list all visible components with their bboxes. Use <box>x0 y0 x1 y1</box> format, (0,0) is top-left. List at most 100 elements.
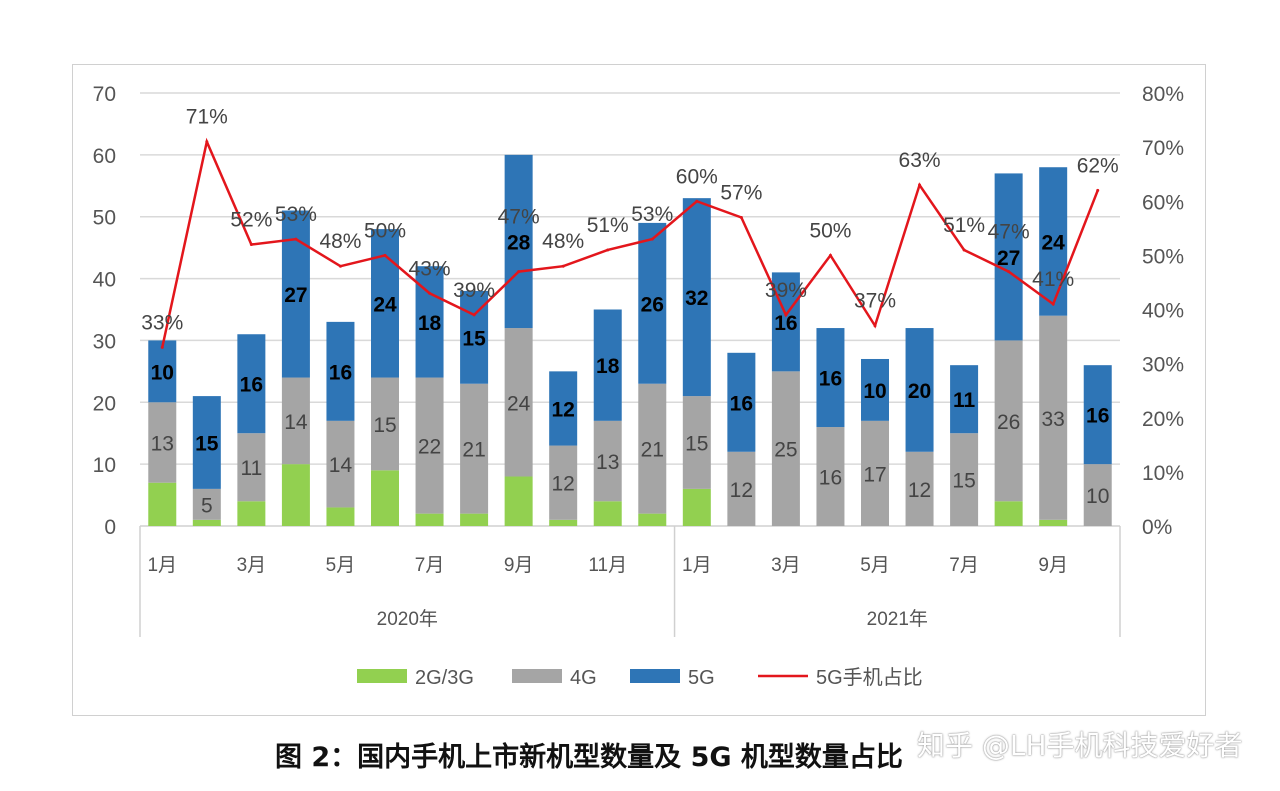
bar-2g3g <box>237 501 266 526</box>
bar-5g <box>950 365 979 434</box>
bar-4g <box>281 377 310 465</box>
bar-4g <box>148 402 177 483</box>
data-label-5g: 24 <box>373 293 397 316</box>
x-tick-label: 7月 <box>415 555 445 576</box>
data-label-share: 39% <box>453 279 495 302</box>
line-point <box>918 183 922 187</box>
data-label-5g: 27 <box>997 247 1020 270</box>
bar-4g <box>549 445 578 520</box>
x-tick-label: 7月 <box>949 555 979 576</box>
data-label-5g: 16 <box>819 368 842 391</box>
bar-2g3g <box>371 470 399 526</box>
data-label-4g: 26 <box>997 411 1020 434</box>
line-point <box>205 140 209 144</box>
y-tick-label: 70 <box>93 83 116 106</box>
data-label-share: 62% <box>1077 154 1119 177</box>
legend-label: 5G手机占比 <box>816 666 923 689</box>
bar-4g <box>326 420 355 508</box>
bar-5g <box>371 229 399 378</box>
line-point <box>606 248 610 252</box>
data-label-share: 39% <box>765 279 807 302</box>
legend-label: 4G <box>570 667 597 689</box>
data-label-share: 51% <box>587 214 629 237</box>
bar-2g3g <box>1039 519 1068 526</box>
data-label-share: 47% <box>988 221 1030 244</box>
x-tick-label: 5月 <box>860 555 890 576</box>
data-label-4g: 33 <box>1042 408 1065 431</box>
bar-2g3g <box>460 513 489 526</box>
bar-5g <box>994 173 1023 341</box>
data-label-5g: 16 <box>329 361 352 384</box>
data-label-4g: 24 <box>507 392 531 415</box>
x-tick-label: 5月 <box>326 555 356 576</box>
data-label-share: 63% <box>899 149 941 172</box>
y2-tick-label: 70% <box>1142 137 1184 160</box>
data-label-share: 57% <box>720 181 762 204</box>
data-label-share: 33% <box>141 311 183 334</box>
line-point <box>561 264 565 268</box>
bar-4g <box>415 377 444 514</box>
bar-4g <box>1039 315 1068 520</box>
data-label-share: 37% <box>854 290 896 313</box>
line-point <box>249 243 253 247</box>
line-point <box>784 313 788 317</box>
data-label-4g: 21 <box>462 439 485 462</box>
y-tick-label: 20 <box>93 392 116 415</box>
bar-5g <box>326 321 355 421</box>
bar-5g <box>905 328 934 452</box>
data-label-share: 48% <box>319 230 361 253</box>
data-label-5g: 32 <box>685 287 708 310</box>
data-label-4g: 22 <box>418 436 441 459</box>
data-label-share: 53% <box>275 203 317 226</box>
data-label-4g: 15 <box>685 432 708 455</box>
bar-5g <box>638 222 667 384</box>
data-label-4g: 15 <box>373 414 396 437</box>
data-label-5g: 16 <box>240 374 263 397</box>
line-point <box>160 345 164 349</box>
y2-tick-label: 50% <box>1142 245 1184 268</box>
bar-2g3g <box>415 513 444 526</box>
data-label-5g: 11 <box>953 389 976 412</box>
line-point <box>472 313 476 317</box>
line-point <box>695 199 699 203</box>
bar-2g3g <box>504 476 533 526</box>
data-label-5g: 12 <box>552 398 575 421</box>
bar-2g3g <box>638 513 667 526</box>
data-label-5g: 16 <box>730 392 753 415</box>
data-label-5g: 24 <box>1042 231 1066 254</box>
data-label-5g: 18 <box>596 355 620 378</box>
bar-2g3g <box>326 507 355 526</box>
y-tick-label: 50 <box>93 207 116 230</box>
figure-caption: 图 2：国内手机上市新机型数量及 5G 机型数量占比 <box>275 742 903 773</box>
data-label-5g: 27 <box>284 284 307 307</box>
data-label-5g: 28 <box>507 231 531 254</box>
data-label-share: 41% <box>1032 268 1074 291</box>
line-point <box>1096 188 1100 192</box>
line-point <box>1051 302 1055 306</box>
bar-4g <box>504 328 533 477</box>
data-label-4g: 12 <box>908 479 931 502</box>
y-tick-label: 60 <box>93 145 116 168</box>
bar-5g <box>861 358 889 421</box>
x-tick-label: 11月 <box>588 555 627 576</box>
legend-swatch <box>357 669 407 683</box>
line-point <box>828 253 832 257</box>
data-label-4g: 5 <box>201 494 213 517</box>
data-label-share: 50% <box>809 219 851 242</box>
bar-4g <box>371 377 399 471</box>
data-label-5g: 10 <box>863 380 886 403</box>
bar-2g3g <box>549 519 578 526</box>
bar-4g <box>727 451 756 526</box>
data-label-4g: 13 <box>151 432 174 455</box>
data-label-4g: 14 <box>329 454 353 477</box>
data-label-4g: 17 <box>863 463 886 486</box>
data-label-4g: 16 <box>819 467 842 490</box>
x-tick-label: 1月 <box>682 555 712 576</box>
bar-4g <box>905 451 934 526</box>
data-label-4g: 10 <box>1086 485 1109 508</box>
line-point <box>294 237 298 241</box>
data-label-4g: 25 <box>774 439 797 462</box>
bar-4g <box>237 433 266 502</box>
bar-4g <box>816 427 845 526</box>
